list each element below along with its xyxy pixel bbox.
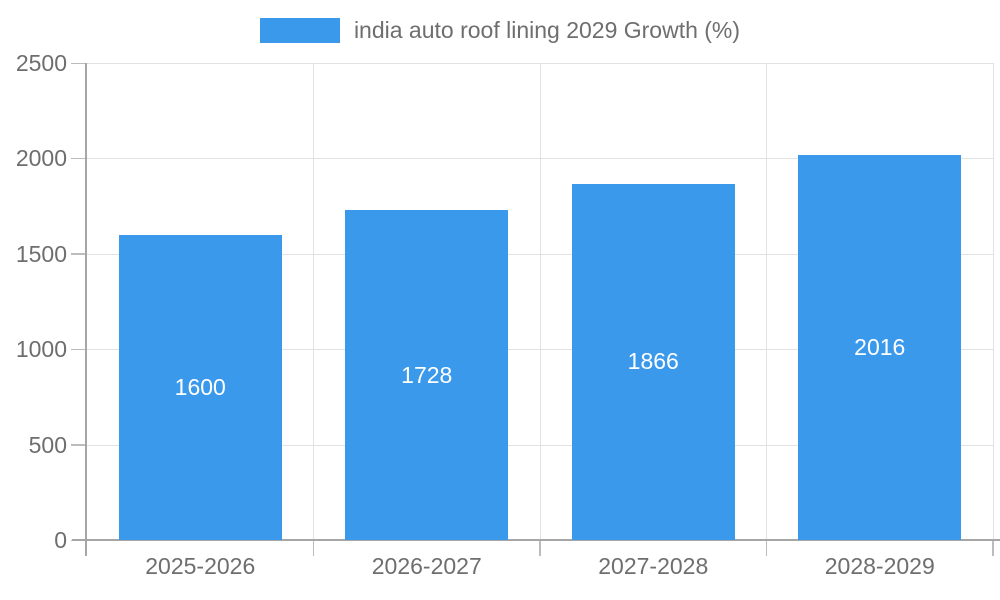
y-axis-label: 0: [54, 527, 67, 553]
y-axis-label: 500: [28, 431, 67, 458]
bar[interactable]: 2016: [798, 155, 962, 540]
y-axis-tick: [71, 253, 86, 255]
y-axis-label: 1000: [15, 336, 67, 363]
gridline-vertical: [992, 63, 994, 540]
x-axis-tick: [539, 541, 541, 556]
x-axis-label: 2025-2026: [145, 553, 256, 579]
gridline-vertical: [766, 63, 767, 540]
x-axis-tick: [765, 541, 768, 556]
y-axis-label: 1500: [15, 240, 67, 267]
x-axis-label: 2026-2027: [371, 553, 482, 579]
x-axis-tick: [992, 541, 994, 556]
x-axis: [72, 539, 1000, 541]
bar-value-label: 2016: [854, 334, 906, 361]
y-axis-tick: [71, 157, 86, 160]
y-axis-label: 2500: [15, 50, 67, 76]
x-axis-tick: [312, 541, 315, 556]
y-axis-label: 2000: [15, 145, 67, 172]
y-axis-tick: [71, 348, 86, 351]
y-axis-tick: [71, 444, 86, 446]
bar-value-label: 1866: [627, 348, 679, 375]
gridline-vertical: [313, 63, 314, 540]
y-axis: [85, 63, 87, 556]
bar-value-label: 1728: [401, 361, 453, 388]
legend-swatch: [259, 17, 340, 43]
x-axis-label: 2027-2028: [598, 553, 709, 579]
gridline-vertical: [539, 63, 541, 540]
bar[interactable]: 1728: [345, 210, 509, 540]
legend-label: india auto roof lining 2029 Growth (%): [353, 16, 741, 43]
plot-area: 0 500 1000 1500 2000 2500 1600 2025-2026 1728 202…: [16, 51, 1000, 579]
bar[interactable]: 1866: [571, 183, 735, 540]
y-axis-tick: [71, 62, 86, 64]
bar-value-label: 1600: [174, 373, 226, 400]
x-axis-label: 2028-2029: [824, 553, 935, 579]
legend-item[interactable]: india auto roof lining 2029 Growth (%): [0, 15, 1000, 45]
bar[interactable]: 1600: [118, 234, 282, 540]
